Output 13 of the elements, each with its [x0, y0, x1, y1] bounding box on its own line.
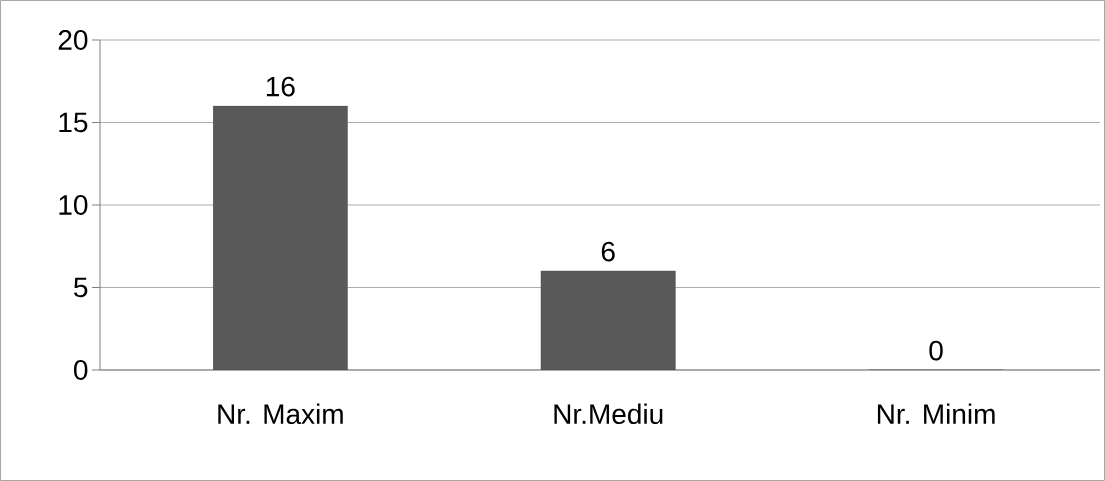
bar: [540, 270, 676, 370]
y-tick-label: 0: [74, 360, 88, 380]
x-tick-label: Nr.Mediu: [554, 403, 663, 425]
y-tick-label: 5: [74, 277, 88, 298]
data-label: 0: [929, 340, 943, 361]
x-tick-label: Nr. Minim: [877, 403, 995, 424]
data-label: 16: [266, 76, 295, 97]
y-tick-label: 10: [59, 195, 88, 215]
x-tick-label: Nr. Maxim: [218, 403, 343, 425]
bar: [212, 105, 348, 370]
y-tick-label: 15: [59, 112, 88, 133]
y-tick-label: 20: [58, 30, 88, 50]
data-label: 6: [601, 241, 615, 262]
